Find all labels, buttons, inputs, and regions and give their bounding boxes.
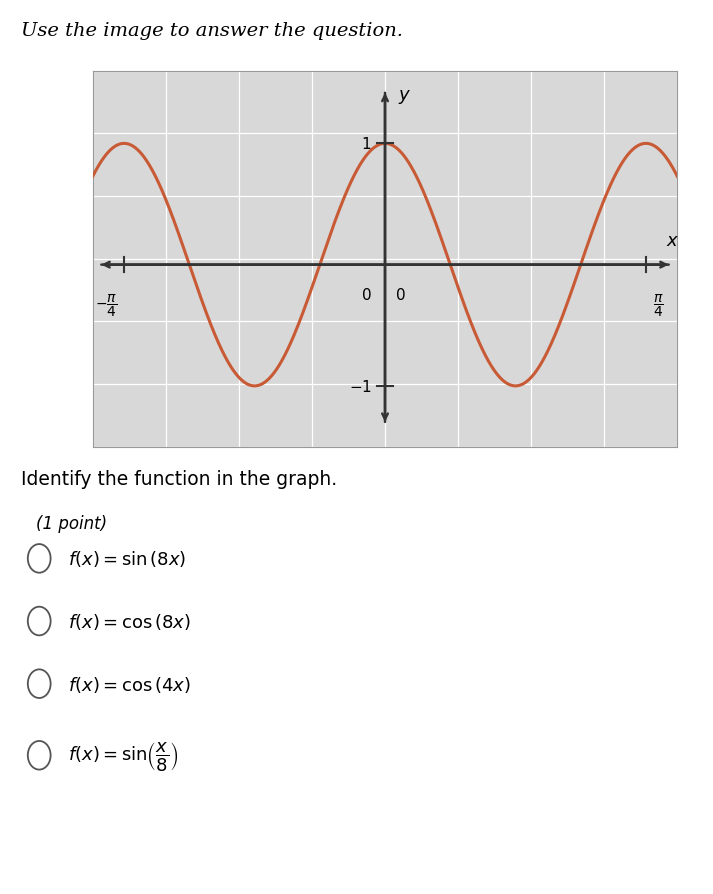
- Text: $\dfrac{\pi}{4}$: $\dfrac{\pi}{4}$: [652, 292, 663, 318]
- Text: $f\left(x\right)=\cos\left(8x\right)$: $f\left(x\right)=\cos\left(8x\right)$: [68, 611, 190, 631]
- Text: (1 point): (1 point): [36, 514, 107, 532]
- Text: $f\left(x\right)=\cos\left(4x\right)$: $f\left(x\right)=\cos\left(4x\right)$: [68, 674, 190, 694]
- Text: $0$: $0$: [361, 287, 371, 303]
- Text: $y$: $y$: [399, 88, 411, 105]
- Text: $f\left(x\right)=\sin\left(8x\right)$: $f\left(x\right)=\sin\left(8x\right)$: [68, 549, 186, 569]
- Text: Identify the function in the graph.: Identify the function in the graph.: [21, 469, 337, 488]
- Text: $f\left(x\right)=\sin\!\left(\dfrac{x}{8}\right)$: $f\left(x\right)=\sin\!\left(\dfrac{x}{8…: [68, 739, 178, 772]
- Text: $-\dfrac{\pi}{4}$: $-\dfrac{\pi}{4}$: [95, 292, 118, 318]
- Text: Use the image to answer the question.: Use the image to answer the question.: [21, 22, 404, 40]
- Text: $-1$: $-1$: [349, 378, 371, 394]
- Text: $1$: $1$: [361, 136, 371, 152]
- Text: $x$: $x$: [667, 232, 679, 249]
- Text: $0$: $0$: [395, 287, 406, 303]
